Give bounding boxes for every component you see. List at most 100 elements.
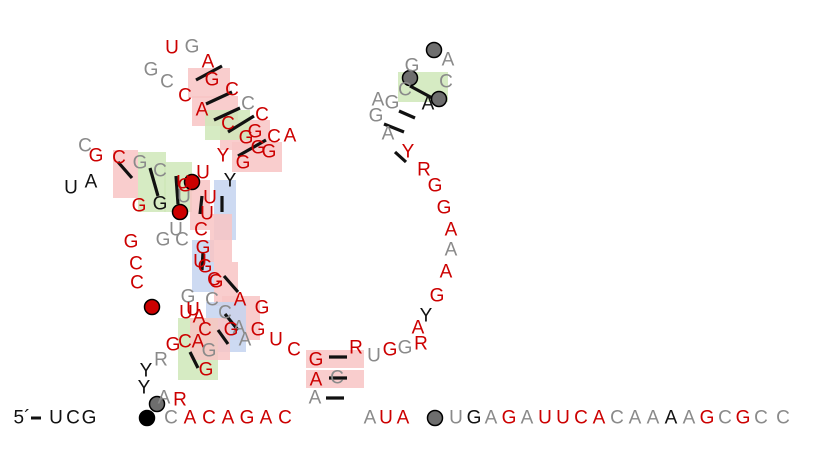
nucleotide: C <box>194 220 208 241</box>
nucleotide: A <box>485 408 498 429</box>
nucleotide: G <box>89 146 104 167</box>
base-pair-bond <box>383 122 405 134</box>
nucleotide: C <box>574 408 588 429</box>
nucleotide: U <box>379 408 393 429</box>
nucleotide: U <box>556 408 570 429</box>
modification-dot <box>183 173 201 191</box>
nucleotide: C <box>205 290 219 311</box>
nucleotide: U <box>177 187 191 208</box>
nucleotide: A <box>372 90 385 111</box>
base-pair-bond <box>188 351 200 369</box>
base-pair-bond <box>195 64 223 82</box>
nucleotide: U <box>538 408 552 429</box>
nucleotide: G <box>133 153 148 174</box>
nucleotide: C <box>198 320 212 341</box>
nucleotide: U <box>64 178 78 199</box>
nucleotide: C <box>175 230 189 251</box>
nucleotide: G <box>309 350 324 371</box>
nucleotide: A <box>196 100 209 121</box>
base-pair-highlight <box>232 142 282 172</box>
modification-dot <box>138 409 156 427</box>
nucleotide: G <box>255 298 270 319</box>
nucleotide: G <box>405 56 420 77</box>
nucleotide: G <box>202 341 217 362</box>
nucleotide: G <box>166 335 181 356</box>
nucleotide: A <box>442 50 455 71</box>
nucleotide: U <box>49 408 63 429</box>
nucleotide: G <box>239 128 254 149</box>
nucleotide: G <box>437 198 452 219</box>
nucleotide: G <box>251 138 266 159</box>
nucleotide: Y <box>217 146 230 167</box>
nucleotide: G <box>502 408 517 429</box>
nucleotide: C <box>754 408 768 429</box>
base-pair-bond <box>116 160 134 180</box>
nucleotide: G <box>398 338 413 359</box>
nucleotide: C <box>221 114 235 135</box>
nucleotide: C <box>610 408 624 429</box>
nucleotide: A <box>665 408 678 429</box>
nucleotide: A <box>412 318 425 339</box>
nucleotide: G <box>198 257 213 278</box>
nucleotide: C <box>330 368 344 389</box>
modification-dot <box>148 395 166 413</box>
nucleotide: R <box>349 338 363 359</box>
base-pair-bond <box>223 312 240 332</box>
nucleotide: C <box>776 408 790 429</box>
nucleotide: A <box>593 408 606 429</box>
nucleotide: G <box>248 122 263 143</box>
nucleotide: G <box>185 37 200 58</box>
nucleotide: U <box>449 408 463 429</box>
nucleotide: Y <box>420 306 433 327</box>
nucleotide: G <box>209 272 224 293</box>
base-pair-bond <box>198 195 204 215</box>
nucleotide: A <box>309 388 322 409</box>
nucleotide: G <box>430 286 445 307</box>
base-pair-highlight <box>210 214 232 262</box>
nucleotide: A <box>445 240 458 261</box>
nucleotide: C <box>241 94 255 115</box>
nucleotide: U <box>176 173 190 194</box>
nucleotide: A <box>683 408 696 429</box>
modification-dot <box>143 298 161 316</box>
base-pair-bond <box>200 251 205 271</box>
nucleotide: C <box>718 408 732 429</box>
nucleotide: U <box>169 220 183 241</box>
nucleotide: Y <box>402 142 415 163</box>
nucleotide: A <box>184 408 197 429</box>
nucleotide: A <box>233 318 246 339</box>
nucleotide: G <box>700 408 715 429</box>
nucleotide: A <box>260 408 273 429</box>
nucleotide: G <box>467 408 482 429</box>
nucleotide: R <box>173 390 187 411</box>
nucleotide: A <box>397 408 410 429</box>
nucleotide: U <box>367 346 381 367</box>
nucleotide: A <box>445 220 458 241</box>
nucleotide: G <box>82 408 97 429</box>
base-pair-highlight <box>306 350 364 368</box>
nucleotide: C <box>207 270 221 291</box>
nucleotide: G <box>385 93 400 114</box>
modification-dot <box>430 90 448 108</box>
nucleotide: C <box>267 127 281 148</box>
nucleotide: C <box>78 136 92 157</box>
nucleotide: G <box>428 176 443 197</box>
nucleotide: C <box>130 273 144 294</box>
modification-dot <box>171 203 189 221</box>
base-pair-bond <box>393 150 408 164</box>
base-pair-bond <box>148 167 160 197</box>
nucleotide: G <box>736 408 751 429</box>
nucleotide: G <box>224 320 239 341</box>
modification-dot <box>425 41 443 59</box>
nucleotide: G <box>156 230 171 251</box>
nucleotide: G <box>240 408 255 429</box>
nucleotide: C <box>160 72 174 93</box>
nucleotide: C <box>178 86 192 107</box>
base-pair-bond <box>237 138 267 158</box>
nucleotide: C <box>178 332 192 353</box>
nucleotide: C <box>398 80 412 101</box>
nucleotide: C <box>66 408 80 429</box>
base-pair-bond <box>227 114 255 134</box>
